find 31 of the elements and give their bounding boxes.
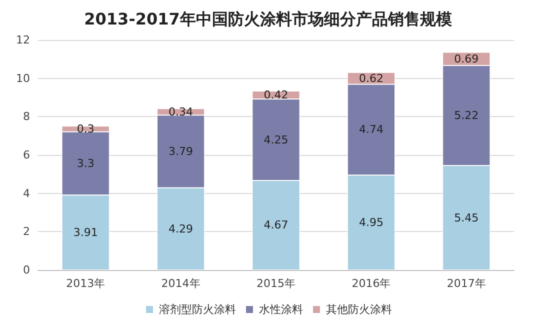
- data-label: 0.34: [168, 105, 194, 118]
- data-label: 3.3: [76, 156, 94, 170]
- legend-label: 溶剂型防火涂料: [159, 303, 236, 316]
- chart-title: 2013-2017年中国防火涂料市场细分产品销售规模: [84, 10, 452, 28]
- data-label: 4.67: [264, 218, 288, 232]
- data-label: 4.25: [264, 133, 288, 146]
- data-label: 0.42: [264, 88, 288, 102]
- y-tick-label: 10: [16, 72, 30, 85]
- y-tick-label: 8: [23, 110, 30, 124]
- data-label: 3.91: [73, 226, 98, 240]
- data-label: 0.3: [76, 122, 94, 136]
- x-tick-label: 2014年: [161, 277, 200, 290]
- data-label: 4.74: [358, 123, 384, 136]
- data-label: 4.95: [358, 216, 384, 230]
- x-tick-label: 2013年: [66, 277, 106, 290]
- data-label: 5.22: [454, 109, 479, 122]
- y-tick-label: 12: [16, 34, 30, 46]
- x-tick-label: 2015年: [256, 277, 296, 290]
- y-tick-label: 6: [23, 148, 30, 162]
- x-tick-label: 2017年: [446, 277, 486, 290]
- y-tick-label: 2: [23, 225, 30, 238]
- data-label: 5.45: [454, 211, 479, 224]
- data-label: 0.62: [358, 72, 384, 85]
- legend-label: 水性涂料: [259, 303, 303, 316]
- data-label: 3.79: [168, 144, 194, 158]
- data-label: 4.29: [168, 222, 194, 236]
- y-tick-label: 0: [23, 264, 30, 276]
- legend-label: 其他防火涂料: [326, 303, 392, 316]
- y-tick-label: 4: [23, 186, 30, 200]
- x-tick-label: 2016年: [352, 277, 391, 290]
- data-label: 0.69: [454, 52, 479, 66]
